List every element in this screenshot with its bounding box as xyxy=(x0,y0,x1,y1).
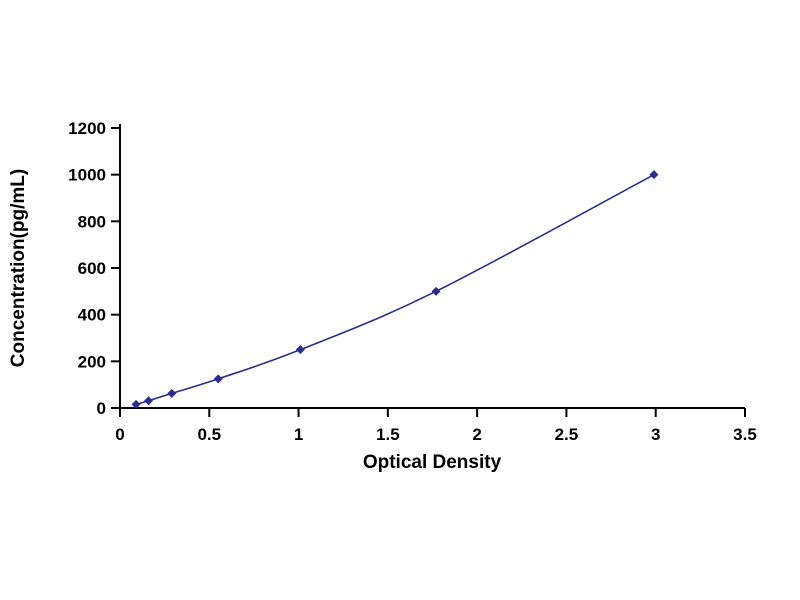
data-point-marker xyxy=(167,388,177,398)
x-tick-label: 3.5 xyxy=(733,425,757,444)
y-tick-label: 600 xyxy=(78,259,106,278)
curve-line xyxy=(135,173,655,406)
y-tick-label: 1000 xyxy=(68,166,106,185)
x-tick-label: 0.5 xyxy=(197,425,221,444)
x-tick-label: 1.5 xyxy=(376,425,400,444)
y-tick-label: 1200 xyxy=(68,119,106,138)
data-point-marker xyxy=(431,286,441,296)
y-tick-label: 0 xyxy=(97,399,106,418)
y-tick-label: 800 xyxy=(78,212,106,231)
data-point-marker xyxy=(213,374,223,384)
axis-lines xyxy=(119,124,745,409)
x-axis-title: Optical Density xyxy=(363,452,502,473)
y-axis-title: Concentration(pg/mL) xyxy=(8,169,29,367)
data-point-marker xyxy=(131,399,141,409)
x-tick-label: 3 xyxy=(651,425,660,444)
y-tick-label: 400 xyxy=(78,306,106,325)
x-tick-label: 2 xyxy=(472,425,481,444)
y-tick-label: 200 xyxy=(78,352,106,371)
x-tick-label: 2.5 xyxy=(555,425,579,444)
data-point-marker xyxy=(295,345,305,355)
data-point-marker xyxy=(144,396,154,406)
x-tick-label: 0 xyxy=(115,425,124,444)
data-point-marker xyxy=(649,170,659,180)
x-tick-label: 1 xyxy=(294,425,303,444)
